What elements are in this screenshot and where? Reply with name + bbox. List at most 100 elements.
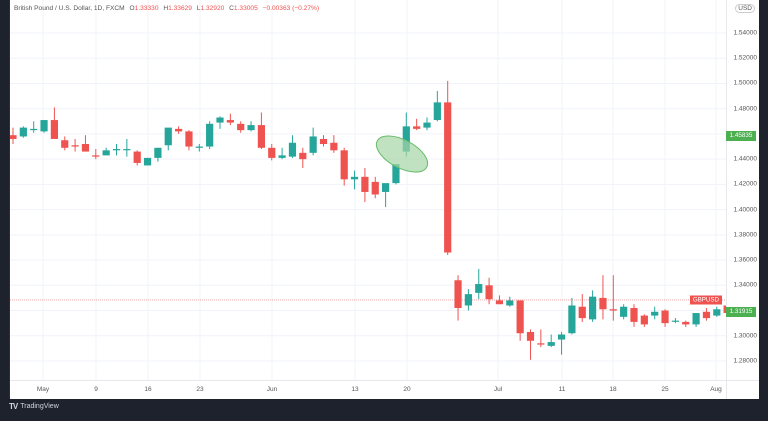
tradingview-logo-icon: TV bbox=[9, 402, 18, 411]
high-value: 1.33629 bbox=[168, 5, 192, 12]
candle-body[interactable] bbox=[392, 164, 400, 184]
candle-body[interactable] bbox=[81, 144, 90, 152]
time-tick: Aug bbox=[710, 386, 722, 393]
candle-body[interactable] bbox=[340, 150, 348, 180]
highlight-ellipse[interactable] bbox=[371, 128, 434, 179]
candle-body[interactable] bbox=[413, 126, 421, 129]
candle-body[interactable] bbox=[237, 123, 245, 131]
candle-body[interactable] bbox=[475, 284, 483, 293]
candle-body[interactable] bbox=[216, 117, 224, 123]
time-tick: May bbox=[36, 386, 50, 393]
candle-body[interactable] bbox=[713, 309, 721, 316]
candle-body[interactable] bbox=[651, 311, 659, 316]
candle-body[interactable] bbox=[92, 155, 100, 157]
candle-body[interactable] bbox=[682, 321, 690, 325]
candle-body[interactable] bbox=[10, 135, 17, 139]
candle-body[interactable] bbox=[247, 125, 255, 131]
candle-body[interactable] bbox=[578, 306, 586, 319]
candle-body[interactable] bbox=[71, 145, 79, 147]
candle-body[interactable] bbox=[185, 131, 193, 147]
candle-body[interactable] bbox=[268, 147, 276, 158]
candle-body[interactable] bbox=[40, 120, 48, 132]
time-tick: 20 bbox=[403, 386, 411, 393]
candle-body[interactable] bbox=[547, 342, 555, 346]
candle-body[interactable] bbox=[350, 176, 359, 180]
candle-body[interactable] bbox=[485, 285, 493, 300]
candle-body[interactable] bbox=[589, 296, 597, 320]
candle-body[interactable] bbox=[506, 300, 514, 306]
price-tick: 1.50000 bbox=[733, 79, 758, 87]
candle-body[interactable] bbox=[299, 152, 307, 160]
chart-pane[interactable]: British Pound / U.S. Dollar, 1D, FXCM O1… bbox=[10, 0, 726, 380]
candle-body[interactable] bbox=[30, 128, 38, 131]
price-tick: 1.36000 bbox=[733, 256, 758, 264]
candle-body[interactable] bbox=[382, 183, 390, 192]
candle-body[interactable] bbox=[557, 334, 566, 340]
candle-body[interactable] bbox=[423, 122, 431, 128]
candle-body[interactable] bbox=[164, 127, 172, 146]
candle-body[interactable] bbox=[50, 120, 58, 139]
tradingview-branding[interactable]: TV TradingView bbox=[9, 402, 59, 411]
time-tick: Jul bbox=[493, 386, 503, 393]
candle-body[interactable] bbox=[402, 126, 410, 152]
candle-body[interactable] bbox=[495, 300, 504, 305]
candle-body[interactable] bbox=[444, 102, 452, 253]
candle-body[interactable] bbox=[195, 146, 203, 148]
price-tick: 1.28000 bbox=[733, 357, 758, 365]
candle-body[interactable] bbox=[319, 138, 328, 145]
candle-body[interactable] bbox=[133, 151, 141, 163]
candle-body[interactable] bbox=[661, 310, 669, 324]
time-tick: 13 bbox=[351, 386, 359, 393]
candle-body[interactable] bbox=[702, 311, 711, 319]
candle-body[interactable] bbox=[61, 140, 69, 148]
candle-body[interactable] bbox=[175, 128, 183, 132]
change-value: −0.00363 (−0.27%) bbox=[262, 5, 320, 12]
candle-body[interactable] bbox=[102, 150, 110, 156]
candle-body[interactable] bbox=[123, 149, 131, 151]
candle-body[interactable] bbox=[288, 142, 297, 157]
candle-body[interactable] bbox=[154, 147, 162, 158]
open-value: 1.33330 bbox=[134, 5, 159, 12]
time-axis[interactable]: May 9 16 23 Jun 13 20 Jul 11 18 25 Aug bbox=[10, 380, 726, 399]
candle-body[interactable] bbox=[516, 300, 524, 334]
candle-body[interactable] bbox=[454, 280, 462, 309]
price-axis[interactable]: USD 1.54000 1.52000 1.50000 1.48000 1.44000 1… bbox=[726, 0, 759, 380]
candle-body[interactable] bbox=[309, 136, 317, 153]
candle-body[interactable] bbox=[568, 305, 576, 334]
candle-body[interactable] bbox=[206, 123, 214, 147]
candle-body[interactable] bbox=[640, 315, 648, 325]
candle-body[interactable] bbox=[599, 297, 607, 310]
candle-body[interactable] bbox=[361, 176, 369, 192]
close-value: 1.33005 bbox=[233, 5, 258, 12]
candlestick-plot[interactable] bbox=[10, 0, 726, 380]
candle-body[interactable] bbox=[692, 313, 700, 325]
candle-body[interactable] bbox=[330, 142, 338, 151]
price-tick: 1.52000 bbox=[733, 54, 758, 62]
currency-button[interactable]: USD bbox=[735, 4, 755, 13]
price-tick: 1.54000 bbox=[733, 29, 758, 37]
candle-body[interactable] bbox=[433, 102, 441, 121]
time-tick: 18 bbox=[609, 386, 617, 393]
time-tick: 16 bbox=[144, 386, 152, 393]
time-tick: 9 bbox=[94, 386, 98, 393]
candle-body[interactable] bbox=[671, 320, 679, 322]
axis-corner bbox=[726, 380, 759, 399]
candle-body[interactable] bbox=[620, 306, 628, 317]
candle-body[interactable] bbox=[19, 127, 27, 137]
candle-body[interactable] bbox=[464, 294, 472, 306]
candle-body[interactable] bbox=[526, 331, 535, 341]
gbpusd-symbol-tag: GBPUSD bbox=[689, 295, 722, 305]
candle-body[interactable] bbox=[609, 309, 617, 311]
candle-body[interactable] bbox=[257, 125, 265, 148]
candle-body[interactable] bbox=[723, 305, 726, 314]
candle-body[interactable] bbox=[278, 155, 286, 158]
price-tick: 1.34000 bbox=[733, 281, 758, 289]
candle-body[interactable] bbox=[226, 120, 234, 123]
candle-body[interactable] bbox=[371, 181, 379, 195]
tradingview-name: TradingView bbox=[20, 403, 59, 410]
candle-body[interactable] bbox=[143, 157, 152, 166]
candle-body[interactable] bbox=[630, 308, 638, 322]
symbol-legend: British Pound / U.S. Dollar, 1D, FXCM O1… bbox=[14, 5, 320, 12]
candle-body[interactable] bbox=[537, 343, 545, 345]
candle-body[interactable] bbox=[112, 149, 121, 151]
